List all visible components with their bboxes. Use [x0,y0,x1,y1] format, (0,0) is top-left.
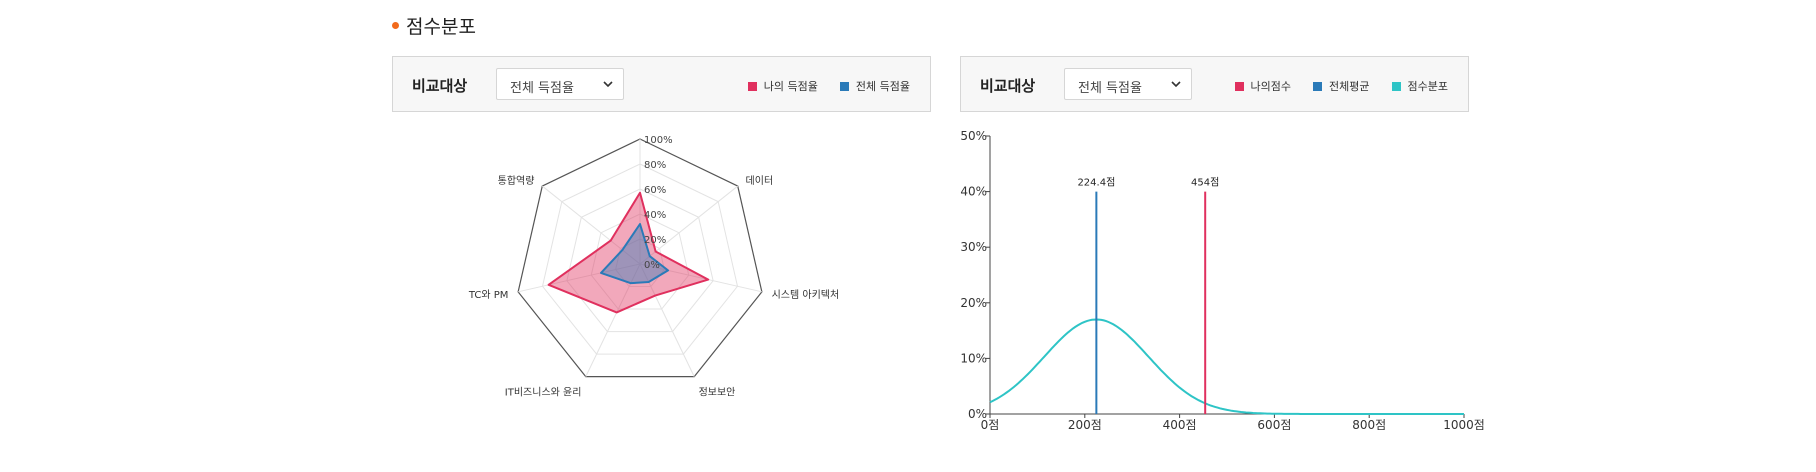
y-tick-label: 10% [960,351,987,365]
radar-outer-ring [517,138,763,378]
legend-item: 전체평균 [1313,78,1370,94]
y-tick-label: 0% [968,407,987,421]
y-tick-label: 30% [960,240,987,254]
radar-grid-ring [590,213,690,310]
radar-axis-label: 정보보안 [699,387,736,399]
chevron-down-icon [1171,81,1181,88]
legend-item: 전체 득점율 [839,78,910,94]
x-tick-label: 1000점 [1443,418,1485,432]
radar-grid-ring [566,188,714,333]
legend-label: 나의 득점율 [763,80,818,93]
radar-tick-label: 80% [644,160,666,171]
legend-label: 나의점수 [1250,80,1292,93]
legend-label: 전체평균 [1329,80,1370,93]
radar-tick-label: 20% [644,235,666,246]
radar-axis-label: 통합역량 [498,175,535,187]
marker-label: 224.4점 [1077,177,1115,189]
legend-swatch [1234,81,1244,91]
bullet-dot-icon [392,22,399,29]
radar-tick-label: 100% [644,135,673,146]
y-tick-label: 50% [960,129,987,143]
radar-spoke [541,185,641,265]
x-tick-label: 600점 [1257,418,1291,432]
x-tick-label: 800점 [1352,418,1386,432]
radar-spoke [639,263,762,293]
marker-label: 454점 [1191,177,1219,189]
radar-axis-label: TC와 PM [468,289,509,301]
legend-label: 점수분포 [1407,80,1448,93]
y-tick-label: 40% [960,185,987,199]
radar-axis-label: 시스템 아키텍처 [772,289,840,301]
legend-label: 전체 득점율 [855,80,910,93]
radar-tick-label: 0% [644,260,660,271]
compare-label: 비교대상 [980,77,1036,95]
section-title: 점수분포 [392,12,476,39]
radar-legend: 나의 득점율 전체 득점율 [726,78,910,94]
legend-swatch [1313,81,1323,91]
x-tick-label: 200점 [1068,418,1102,432]
score-distribution-chart: 0% 10% 20% 30% 40% 50% 0점 200점 400점 600점 800점 1000점… [960,129,1485,432]
section-title-text: 점수분포 [406,16,476,38]
compare-label: 비교대상 [412,77,468,95]
radar-grid-ring [541,163,739,355]
x-tick-label: 0점 [981,418,1000,432]
left-compare-panel: 비교대상 전체 득점율 나의 득점율 전체 득점율 [392,56,931,112]
legend-swatch [1391,81,1401,91]
y-tick-label: 20% [960,296,987,310]
compare-select[interactable]: 전체 득점율 [1064,68,1192,100]
radar-series-area [600,223,670,285]
radar-axis-label: 소프트웨어 [617,128,663,129]
radar-series-area [547,191,710,314]
legend-item: 나의 득점율 [747,78,818,94]
right-compare-panel: 비교대상 전체 득점율 나의점수 전체평균 점수분포 [960,56,1469,112]
radar-axis-label: 데이터 [746,175,774,187]
legend-item: 나의점수 [1234,78,1292,94]
compare-select-value: 전체 득점율 [1078,81,1142,96]
radar-spoke [518,263,641,293]
radar-axis-label: IT비즈니스와 윤리 [505,387,582,399]
compare-select-value: 전체 득점율 [510,81,574,96]
legend-item: 점수분포 [1391,78,1448,94]
legend-swatch [839,81,849,91]
line-legend: 나의점수 전체평균 점수분포 [1213,78,1448,94]
chevron-down-icon [603,81,613,88]
legend-swatch [747,81,757,91]
radar-tick-label: 60% [644,185,666,196]
compare-select[interactable]: 전체 득점율 [496,68,624,100]
x-tick-label: 400점 [1163,418,1197,432]
distribution-line [989,318,1464,415]
radar-tick-label: 40% [644,210,666,221]
